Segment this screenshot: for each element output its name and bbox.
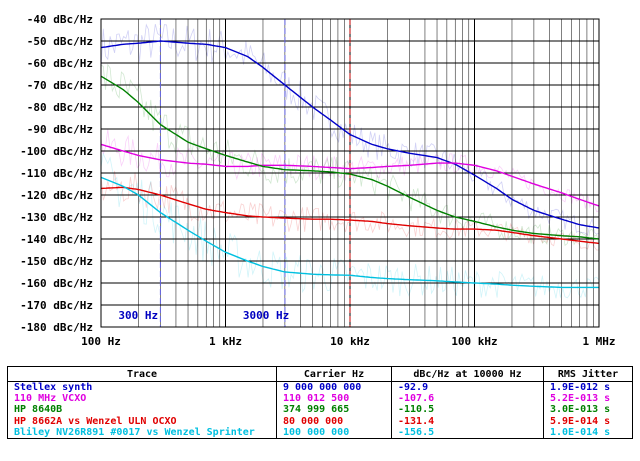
phase-noise-chart: 300 Hz 3000 Hz -40 dBc/Hz -50 dBc/Hz -60 dB… [20,13,615,348]
x-tick-label: 10 kHz [330,335,370,348]
plot-frame [100,18,600,328]
series-line [100,176,599,289]
y-tick-label: -120 dBc/Hz [20,189,93,202]
table-row: 110 MHz VCXO 110 012 500 -107.6 5.2E-013 s [8,393,632,405]
carrier-hz: 80 000 000 [276,415,392,427]
x-tick-label: 100 kHz [451,335,497,348]
x-tick-label: 1 MHz [582,335,615,348]
series-lines [100,40,600,289]
carrier-hz: 9 000 000 000 [276,381,392,394]
dbc-value: -107.6 [391,393,544,405]
y-tick-label: -170 dBc/Hz [20,299,93,312]
header-dbc: dBc/Hz at 10000 Hz [391,367,544,382]
dbc-value: -110.5 [391,404,544,416]
carrier-hz: 100 000 000 [276,426,392,438]
dbc-value: -131.4 [391,415,544,427]
series-line [100,75,600,240]
y-tick-label: -130 dBc/Hz [20,211,93,224]
header-jitter: RMS Jitter [543,367,632,382]
rms-jitter: 1.9E-012 s [543,381,632,394]
table-row: Bliley NV26R891 #0017 vs Wenzel Sprinter… [8,426,632,438]
x-tick-label: 100 Hz [81,335,121,348]
y-tick-label: -180 dBc/Hz [20,321,93,334]
dbc-value: -92.9 [391,381,544,394]
carrier-hz: 110 012 500 [276,393,392,405]
y-tick-label: -140 dBc/Hz [20,233,93,246]
rms-jitter: 3.0E-013 s [543,404,632,416]
y-tick-label: -70 dBc/Hz [27,79,93,92]
trace-name: Bliley NV26R891 #0017 vs Wenzel Sprinter [14,426,255,438]
table-row: Stellex synth 9 000 000 000 -92.9 1.9E-012 … [8,381,632,394]
y-tick-label: -50 dBc/Hz [27,35,93,48]
series-line [100,186,600,245]
y-tick-label: -80 dBc/Hz [27,101,93,114]
marker-label: 3000 Hz [243,309,289,322]
trace-name: Stellex synth [14,382,93,394]
header-carrier: Carrier Hz [276,367,392,382]
rms-jitter: 5.9E-014 s [543,415,632,427]
rms-jitter: 1.0E-014 s [543,426,632,438]
trace-name: HP 8640B [14,404,63,416]
y-tick-label: -90 dBc/Hz [27,123,93,136]
rms-jitter: 5.2E-013 s [543,393,632,405]
y-tick-labels: -40 dBc/Hz -50 dBc/Hz -60 dBc/Hz -70 dBc/Hz… [20,13,93,334]
x-tick-labels: 100 Hz 1 kHz 10 kHz 100 kHz 1 MHz [81,335,615,348]
y-tick-label: -160 dBc/Hz [20,277,93,290]
marker-label: 300 Hz [118,309,158,322]
header-trace: Trace [8,367,277,382]
series-line [100,40,600,229]
y-tick-label: -60 dBc/Hz [27,57,93,70]
y-tick-label: -40 dBc/Hz [27,13,93,26]
x-tick-label: 1 kHz [209,335,242,348]
trace-name: 110 MHz VCXO [14,393,87,405]
trace-summary-table: Trace Carrier Hz dBc/Hz at 10000 Hz RMS … [7,366,633,439]
table-row: HP 8662A vs Wenzel ULN OCXO 80 000 000 -13… [8,415,632,427]
trace-name: HP 8662A vs Wenzel ULN OCXO [14,415,177,427]
series-line [100,143,600,207]
table-row: HP 8640B 374 999 665 -110.5 3.0E-013 s [8,404,632,416]
dbc-value: -156.5 [391,426,544,438]
carrier-hz: 374 999 665 [276,404,392,416]
y-tick-label: -110 dBc/Hz [20,167,93,180]
y-tick-label: -100 dBc/Hz [20,145,93,158]
y-tick-label: -150 dBc/Hz [20,255,93,268]
